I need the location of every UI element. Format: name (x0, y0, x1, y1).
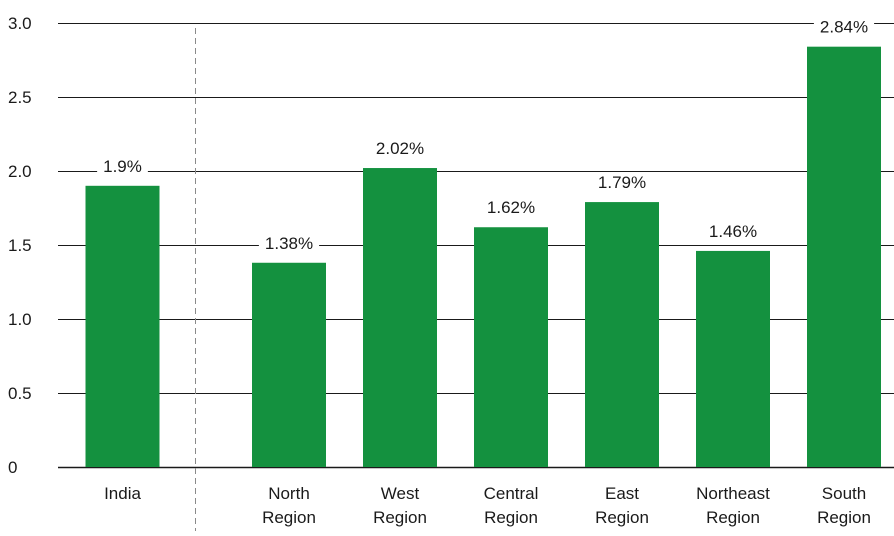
y-tick-label-3: 1.5 (8, 236, 32, 255)
bar-2 (363, 168, 437, 468)
y-tick-label-1: 0.5 (8, 384, 32, 403)
data-label-5: 1.46% (709, 222, 757, 241)
y-tick-label-6: 3.0 (8, 14, 32, 33)
y-tick-label-5: 2.5 (8, 88, 32, 107)
category-label-5-line-0: Northeast (696, 484, 770, 503)
category-label-6-line-0: South (822, 484, 866, 503)
bar-6 (807, 46, 881, 468)
data-label-2: 2.02% (376, 139, 424, 158)
data-label-bg-4 (591, 172, 653, 194)
category-label-4-line-0: East (605, 484, 639, 503)
bar-0 (85, 185, 160, 468)
category-label-3-line-1: Region (484, 508, 538, 527)
category-label-3: Central Region (484, 484, 539, 527)
data-label-6: 2.84% (820, 18, 868, 37)
category-label-5: Northeast Region (696, 484, 770, 527)
data-label-bg-5 (702, 220, 764, 242)
category-label-0: India (104, 484, 141, 503)
data-label-bg-2 (369, 138, 431, 160)
y-tick-label-0: 0 (8, 458, 17, 477)
category-label-2-line-1: Region (373, 508, 427, 527)
data-label-0: 1.9% (103, 157, 142, 176)
category-label-2-line-0: West (381, 484, 420, 503)
gridlines (58, 22, 894, 469)
category-label-1: North Region (262, 484, 316, 527)
category-label-6-line-1: Region (817, 508, 871, 527)
category-label-1-line-1: Region (262, 508, 316, 527)
category-label-4: East Region (595, 484, 649, 527)
y-tick-label-2: 1.0 (8, 310, 32, 329)
data-label-bg-6 (813, 16, 875, 38)
bar-3 (474, 227, 548, 467)
bar-1 (252, 262, 326, 467)
bar-5 (696, 250, 770, 467)
category-label-4-line-1: Region (595, 508, 649, 527)
category-label-1-line-0: North (268, 484, 310, 503)
data-label-bg-3 (480, 197, 542, 219)
category-label-3-line-0: Central (484, 484, 539, 503)
data-label-1: 1.38% (265, 234, 313, 253)
data-label-4: 1.79% (598, 173, 646, 192)
data-label-bg-1 (258, 232, 320, 254)
category-label-2: West Region (373, 484, 427, 527)
category-label-0-line-0: India (104, 484, 141, 503)
y-axis-ticks: 0 0.5 1.0 1.5 2.0 2.5 3.0 (8, 14, 32, 477)
data-labels: 1.9% 1.38% 2.02% 1.62% 1.79% 1.46% 2.84% (97, 16, 875, 254)
category-label-6: South Region (817, 484, 871, 527)
data-label-3: 1.62% (487, 198, 535, 217)
category-label-5-line-1: Region (706, 508, 760, 527)
data-label-bg-0 (97, 155, 148, 177)
bar-4 (585, 202, 659, 467)
y-tick-label-4: 2.0 (8, 162, 32, 181)
bars (85, 46, 881, 468)
